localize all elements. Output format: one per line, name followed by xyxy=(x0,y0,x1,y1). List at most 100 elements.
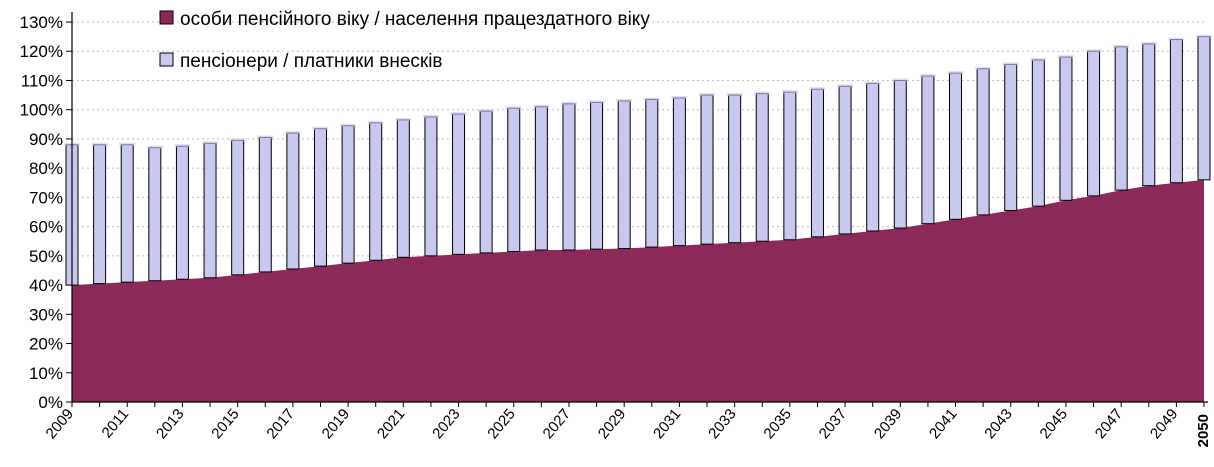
bar xyxy=(700,94,714,245)
bar xyxy=(783,91,797,241)
bar xyxy=(562,103,576,251)
bar-cap xyxy=(312,126,329,130)
bar xyxy=(231,139,245,276)
bar-cap xyxy=(422,115,439,118)
bar xyxy=(755,93,769,242)
x-tick-label: 2011 xyxy=(99,406,133,442)
bar-cap xyxy=(1030,58,1047,61)
bar xyxy=(921,75,935,225)
bar-cap xyxy=(892,78,909,82)
bar-cap xyxy=(340,123,357,127)
bar-cap xyxy=(616,98,633,102)
bar-cap xyxy=(450,112,467,116)
bar xyxy=(93,144,107,285)
bar xyxy=(369,122,383,261)
bar xyxy=(810,88,824,238)
bar xyxy=(286,132,300,270)
bar-cap xyxy=(478,109,495,113)
bar-cap xyxy=(1113,44,1130,48)
y-axis: 0% 10% 20% 30% 40% 50% 60% 70% 80% 90% 100% 110% 120… xyxy=(20,13,72,412)
y-tick-label: 90% xyxy=(29,130,63,149)
bar xyxy=(1031,59,1045,207)
bar-cap xyxy=(1196,34,1212,38)
bar xyxy=(479,110,493,254)
bar xyxy=(645,98,659,248)
bar xyxy=(1169,39,1183,184)
x-tick-label: 2049 xyxy=(1147,406,1181,442)
x-tick-label: 2035 xyxy=(760,406,794,442)
bar xyxy=(893,79,907,229)
y-tick-label: 10% xyxy=(29,364,63,383)
bar xyxy=(452,113,466,255)
x-tick-label: 2025 xyxy=(484,406,518,442)
y-tick-label: 60% xyxy=(29,218,63,237)
bar-cap xyxy=(367,120,384,124)
bar xyxy=(507,107,521,252)
bar xyxy=(313,128,327,267)
legend-swatch-series-0 xyxy=(159,10,174,25)
bar xyxy=(203,142,217,279)
bar-cap xyxy=(754,91,771,95)
bar-cap xyxy=(257,135,274,139)
x-tick-label: 2019 xyxy=(319,406,353,442)
bar-cap xyxy=(1085,49,1102,53)
y-tick-label: 0% xyxy=(38,393,63,412)
bar xyxy=(258,136,272,273)
bar-cap xyxy=(1168,37,1185,41)
bar-cap xyxy=(837,84,854,88)
bar xyxy=(949,72,963,220)
bar-cap xyxy=(699,93,716,97)
bar-cap xyxy=(643,97,660,101)
bar xyxy=(590,101,604,250)
legend-label-series-0: особи пенсійного віку / населення працез… xyxy=(180,9,650,30)
bar-cap xyxy=(1002,62,1019,66)
bar xyxy=(617,100,631,250)
bar xyxy=(866,82,880,232)
x-tick-label: 2039 xyxy=(871,406,905,442)
bar-cap xyxy=(975,66,992,70)
y-tick-label: 40% xyxy=(29,276,63,295)
bar xyxy=(728,94,742,244)
y-tick-label: 30% xyxy=(29,305,63,324)
area-series-0 xyxy=(72,179,1204,402)
legend: особи пенсійного віку / населення працез… xyxy=(159,9,650,72)
bar-cap xyxy=(1057,55,1074,59)
legend-swatch-series-1 xyxy=(159,52,174,67)
bar xyxy=(1197,36,1211,181)
bar-cap xyxy=(229,138,246,142)
x-tick-label: 2033 xyxy=(705,406,739,442)
x-tick-label: 2041 xyxy=(926,406,960,442)
bar-cap xyxy=(809,87,826,91)
bar xyxy=(838,85,852,235)
x-tick-label: 2037 xyxy=(816,406,850,442)
x-tick-label: 2050 xyxy=(1195,414,1212,447)
bar xyxy=(534,106,548,251)
bar-cap xyxy=(395,117,412,121)
y-tick-label: 20% xyxy=(29,335,63,354)
y-tick-label: 50% xyxy=(29,247,63,266)
bar-cap xyxy=(726,93,743,97)
bar xyxy=(1004,63,1018,212)
bar-cap xyxy=(864,81,881,85)
bar-cap xyxy=(91,142,108,146)
bar-cap xyxy=(671,96,688,99)
bar xyxy=(424,116,438,257)
y-tick-label: 120% xyxy=(20,42,63,61)
legend-label-series-1: пенсіонери / платники внесків xyxy=(180,51,443,72)
bar-cap xyxy=(146,145,163,149)
x-tick-label: 2027 xyxy=(540,406,574,442)
x-tick-label: 2045 xyxy=(1037,406,1071,442)
bar-cap xyxy=(174,144,191,148)
area-layer xyxy=(72,179,1204,402)
y-tick-label: 130% xyxy=(20,13,63,32)
x-tick-label: 2023 xyxy=(429,406,463,442)
bar xyxy=(672,97,686,247)
bar xyxy=(1087,50,1101,197)
bar-cap xyxy=(947,71,964,75)
bar-cap xyxy=(505,106,522,110)
bar xyxy=(1114,46,1128,191)
y-tick-label: 110% xyxy=(21,71,63,90)
x-tick-label: 2047 xyxy=(1092,406,1126,442)
y-tick-label: 100% xyxy=(20,101,63,120)
y-tick-label: 80% xyxy=(29,159,63,178)
